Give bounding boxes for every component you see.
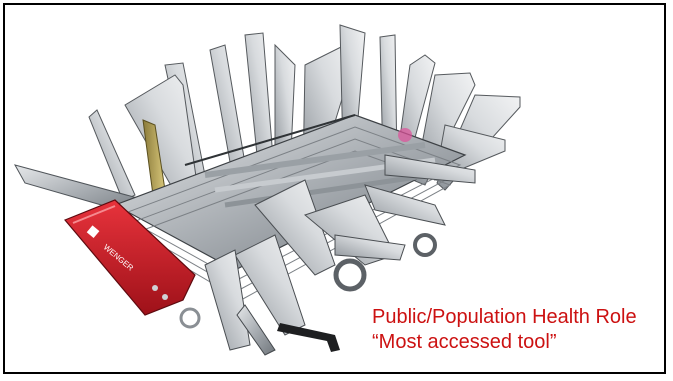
caption-block: Public/Population Health Role “Most acce…: [372, 305, 637, 355]
caption-line-1: Public/Population Health Role: [372, 305, 637, 330]
laser-pointer-light: [398, 128, 412, 142]
key-ring: [181, 309, 199, 327]
caption-line-2: “Most accessed tool”: [372, 330, 637, 355]
slide-frame: WENGER Public/Population Health Role “Mo…: [3, 3, 666, 374]
allen-key: [277, 323, 340, 352]
